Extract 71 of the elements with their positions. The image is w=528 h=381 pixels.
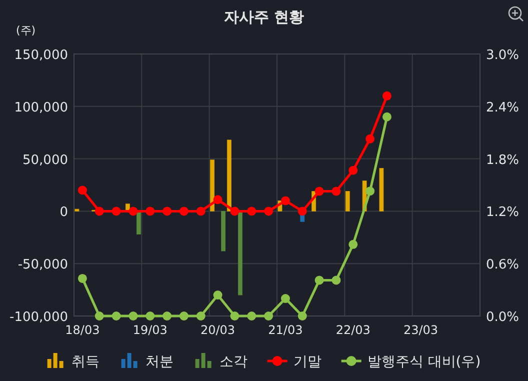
y-tick-label: 0 <box>60 205 68 220</box>
point <box>213 290 222 300</box>
x-tick-label: 19/03 <box>132 323 168 337</box>
point <box>179 206 188 216</box>
point <box>128 312 138 320</box>
bar <box>226 140 232 212</box>
x-tick-label: 22/03 <box>336 323 370 337</box>
bar <box>345 191 350 212</box>
point <box>280 196 290 206</box>
point <box>94 206 104 216</box>
legend-label: 발행주식 대비(우) <box>367 354 481 370</box>
point <box>230 312 240 320</box>
legend-label: 취득 <box>71 354 100 370</box>
point <box>162 312 172 320</box>
point <box>348 240 358 249</box>
bar <box>379 168 384 212</box>
point <box>247 206 256 216</box>
x-tick-label: 20/03 <box>200 323 236 337</box>
point <box>78 186 87 195</box>
legend-label: 소각 <box>219 354 248 370</box>
y2-tick-label: 2.4% <box>486 100 520 116</box>
bar <box>238 210 242 296</box>
chart-title: 자사주 현황 <box>224 8 304 26</box>
y-axis-title: (주) <box>16 24 36 37</box>
bar <box>210 160 215 212</box>
point <box>366 134 375 144</box>
point <box>332 186 341 196</box>
point <box>112 206 121 216</box>
y2-tick-label: 1.8% <box>486 152 520 168</box>
y-tick-label: 150,000 <box>14 48 68 63</box>
point <box>280 294 290 304</box>
x-tick-label: 21/03 <box>268 323 303 337</box>
point <box>332 276 341 285</box>
point <box>298 312 307 320</box>
point <box>230 206 240 216</box>
point <box>264 206 274 216</box>
point <box>213 195 222 204</box>
point <box>298 206 307 216</box>
y2-tick-label: 0.6% <box>486 258 520 273</box>
point <box>196 312 206 320</box>
point <box>382 112 392 122</box>
y2-tick-label: 0.0% <box>486 310 520 325</box>
point <box>348 166 358 175</box>
y2-tick-label: 1.2% <box>486 205 520 220</box>
point <box>146 206 155 216</box>
point <box>366 186 375 196</box>
point <box>382 91 392 100</box>
y-tick-label: 50,000 <box>22 152 68 168</box>
point <box>247 312 256 320</box>
point <box>179 312 188 320</box>
x-tick-label: 23/03 <box>403 323 438 337</box>
point <box>264 312 274 320</box>
bar <box>221 210 226 252</box>
point <box>314 276 324 285</box>
legend-label: 처분 <box>145 354 174 370</box>
y-tick-label: 100,000 <box>14 100 68 116</box>
bar <box>136 210 141 235</box>
bar <box>74 208 80 212</box>
legend-label: 기말 <box>293 354 322 370</box>
point <box>128 206 138 216</box>
y2-tick-label: 3.0% <box>486 48 520 63</box>
point <box>196 206 206 216</box>
y-tick-label: -100,000 <box>10 310 68 325</box>
point <box>112 312 121 320</box>
point <box>94 312 104 320</box>
x-tick-label: 18/03 <box>65 323 100 337</box>
point <box>78 274 87 283</box>
y-tick-label: -50,000 <box>18 258 68 273</box>
point <box>146 312 155 320</box>
point <box>314 186 324 196</box>
point <box>162 206 172 216</box>
